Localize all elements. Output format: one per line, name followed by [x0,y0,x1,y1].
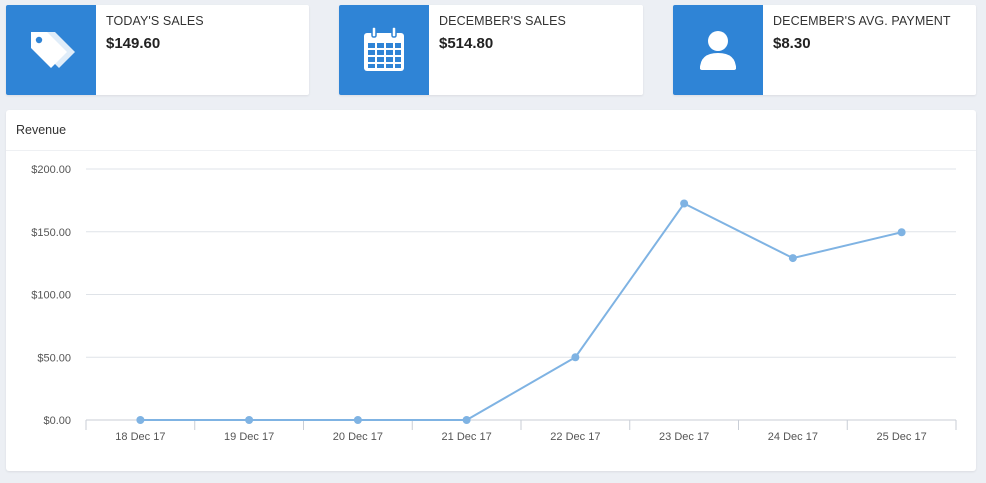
y-tick-label: $0.00 [43,415,71,427]
y-tick-label: $50.00 [37,352,71,364]
x-tick-label: 20 Dec 17 [333,431,383,443]
stat-icon-box [339,5,429,95]
data-point [788,254,797,263]
data-point [897,228,906,237]
y-tick-label: $100.00 [31,290,71,302]
y-tick-label: $200.00 [31,164,71,176]
stat-value: $8.30 [773,35,811,52]
stat-value: $514.80 [439,35,494,52]
revenue-series-line [140,202,902,421]
stat-label: DECEMBER'S SALES [439,14,566,28]
stat-card-todays-sales: TODAY'S SALES $149.60 [6,5,309,95]
stat-card-december-avg-payment: DECEMBER'S AVG. PAYMENT $8.30 [673,5,976,95]
data-point [680,199,689,208]
x-tick-label: 25 Dec 17 [877,431,927,443]
stat-label: DECEMBER'S AVG. PAYMENT [773,14,951,28]
revenue-line-chart: $0.00 $50.00 $100.00 $150.00 $200.00 18 Dec 1… [31,164,957,443]
x-tick-label: 21 Dec 17 [442,431,492,443]
x-tick-label: 23 Dec 17 [659,431,709,443]
stat-card-december-sales: DECEMBER'S SALES $514.80 [339,5,643,95]
calendar-icon [364,26,404,71]
y-tick-label: $150.00 [31,227,71,239]
user-icon [700,31,736,70]
data-point [571,353,580,362]
chart-title: Revenue [6,110,976,151]
data-point [136,416,145,424]
x-tick-label: 19 Dec 17 [224,431,274,443]
data-point [462,416,471,424]
stat-value: $149.60 [106,35,161,52]
data-point [353,416,362,424]
x-tick-label: 24 Dec 17 [768,431,818,443]
stat-icon-box [673,5,763,95]
x-tick-label: 22 Dec 17 [550,431,600,443]
stat-icon-box [6,5,96,95]
data-point [245,416,254,424]
x-tick-label: 18 Dec 17 [115,431,165,443]
price-tags-icon [31,32,75,68]
stat-label: TODAY'S SALES [106,14,204,28]
revenue-chart-panel: Revenue $0.00 $50.00 $100.00 $150.00 $200.00… [6,110,976,471]
